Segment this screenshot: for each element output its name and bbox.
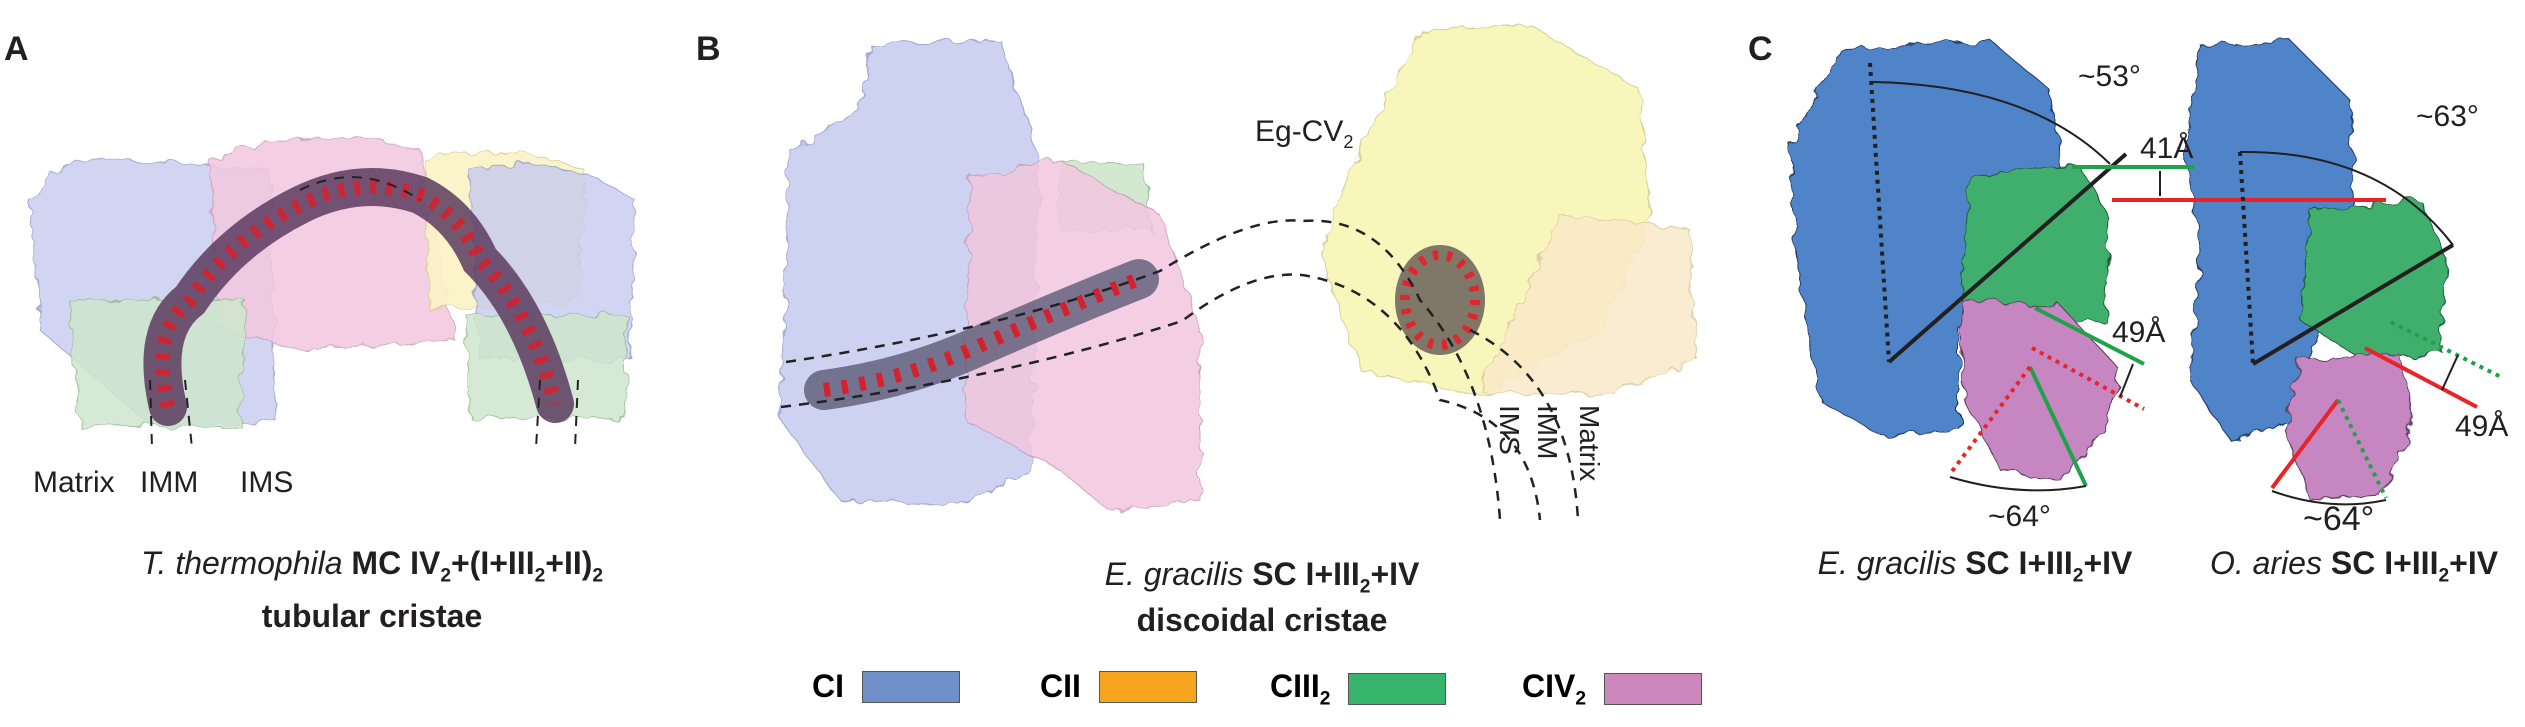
matrix-label-a: Matrix [33, 466, 115, 499]
lipid-chain-b [804, 259, 1159, 410]
legend-ciii2: CIII2 [1270, 668, 1447, 710]
subscript: 2 [592, 565, 604, 587]
distance-label-49-left: 49Å [2112, 316, 2166, 349]
green-line-left-low [2028, 366, 2088, 487]
legend-label: CI [812, 668, 844, 704]
cv-label-text: Eg-CV [1255, 115, 1344, 148]
distance-label-49-right: 49Å [2455, 410, 2509, 443]
red-line-right-mid [2364, 346, 2478, 409]
civ-surface-b [964, 159, 1201, 513]
title-text: SC I+III [1252, 556, 1360, 592]
angle-label-right-top: ~63° [2416, 100, 2479, 133]
subscript: 2 [534, 565, 546, 587]
species-name: O. aries [2209, 545, 2322, 581]
membrane-dashes-a [149, 176, 579, 449]
subscript: 2 [2072, 565, 2084, 587]
legend-swatch-cii [1098, 670, 1197, 703]
distance-arrow-49-right [2441, 354, 2459, 391]
panel-a-subtitle: tubular cristae [261, 598, 483, 634]
angle-label-left-top: ~53° [2078, 60, 2141, 93]
title-text: +IV [2449, 545, 2499, 581]
species-name: T. thermophila [140, 545, 343, 581]
legend-label: CII [1040, 668, 1081, 704]
green-dotted-right-low [2336, 399, 2388, 499]
legend-ci: CI [812, 668, 960, 705]
legend-swatch-ciii2 [1348, 673, 1447, 706]
title-text: +IV [1370, 556, 1420, 592]
red-line-right-low [2270, 398, 2340, 490]
subscript: 2 [2438, 565, 2450, 587]
cv-surface-b-tan [1479, 214, 1698, 397]
imm-label-a: IMM [140, 466, 199, 499]
panel-c-letter: C [1748, 30, 1773, 68]
panel-a-title: T. thermophila MC IV2+(I+III2+II)2 [141, 545, 603, 587]
legend-label-text: CIV [1522, 668, 1576, 704]
title-text: +II) [545, 545, 593, 581]
ims-label-a: IMS [240, 466, 294, 499]
panel-c-left-title: E. gracilis SC I+III2+IV [1818, 545, 2133, 587]
panel-b-subtitle: discoidal cristae [1136, 602, 1388, 638]
membrane-dashes-b [780, 219, 1580, 521]
subscript: 2 [1343, 132, 1354, 152]
legend-civ2: CIV2 [1522, 668, 1703, 710]
species-name: E. gracilis [1817, 545, 1957, 581]
panel-b-letter: B [696, 30, 721, 68]
ims-label-b: IMS [1494, 405, 1525, 455]
subscript: 2 [1319, 688, 1331, 710]
lipid-cluster-b-highlights [1400, 250, 1480, 350]
title-text: SC I+III [2330, 545, 2439, 581]
angle-arc-right-bottom [2271, 490, 2387, 506]
legend-label: CIV2 [1522, 668, 1586, 710]
panel-c-structure [1789, 39, 2449, 501]
subscript: 2 [440, 565, 451, 587]
angle-label-right-bottom: ~64° [2303, 500, 2375, 538]
measurement-lines-c [1868, 62, 2504, 506]
matrix-label-b: Matrix [1574, 405, 1605, 482]
title-text: +IV [2083, 545, 2133, 581]
angle-arc-right-top [2239, 150, 2454, 246]
title-text: SC I+III [1965, 545, 2073, 581]
lipid-chain-a [143, 168, 574, 426]
subscript: 2 [1359, 576, 1371, 598]
panel-c-right-title: O. aries SC I+III2+IV [2210, 545, 2498, 587]
angle-arc-left-top [1872, 81, 2111, 165]
green-line-left-mid [2034, 306, 2145, 366]
eg-cv2-label: Eg-CV2 [1255, 115, 1353, 153]
axis-line-left [1887, 152, 2128, 364]
distance-arrow-49-left [2119, 363, 2134, 398]
legend-cii: CII [1040, 668, 1197, 705]
ci-surface-c-left [1789, 39, 2061, 436]
title-text: MC IV [351, 545, 441, 581]
legend-swatch-civ2 [1604, 673, 1703, 706]
legend-label-text: CIII [1270, 668, 1320, 704]
panel-a-letter: A [4, 30, 29, 68]
subscript: 2 [1575, 688, 1587, 710]
species-name: E. gracilis [1104, 556, 1244, 592]
red-dotted-left-mid [2031, 346, 2145, 411]
distance-label-41: 41Å [2140, 132, 2194, 165]
panel-b-title: E. gracilis SC I+III2+IV [1105, 556, 1420, 598]
red-dotted-left-low [1948, 365, 2032, 476]
axis-line-right [2251, 243, 2455, 366]
ciii-surface-c-right [2299, 199, 2449, 366]
imm-label-b: IMM [1532, 405, 1563, 460]
angle-arc-left-bottom [1949, 476, 2087, 492]
legend-swatch-ci [862, 670, 960, 703]
green-dotted-right-mid [2390, 320, 2504, 380]
title-text: +(I+III [450, 545, 535, 581]
angle-label-left-bottom: ~64° [1988, 500, 2051, 533]
legend-label: CIII2 [1270, 668, 1330, 710]
